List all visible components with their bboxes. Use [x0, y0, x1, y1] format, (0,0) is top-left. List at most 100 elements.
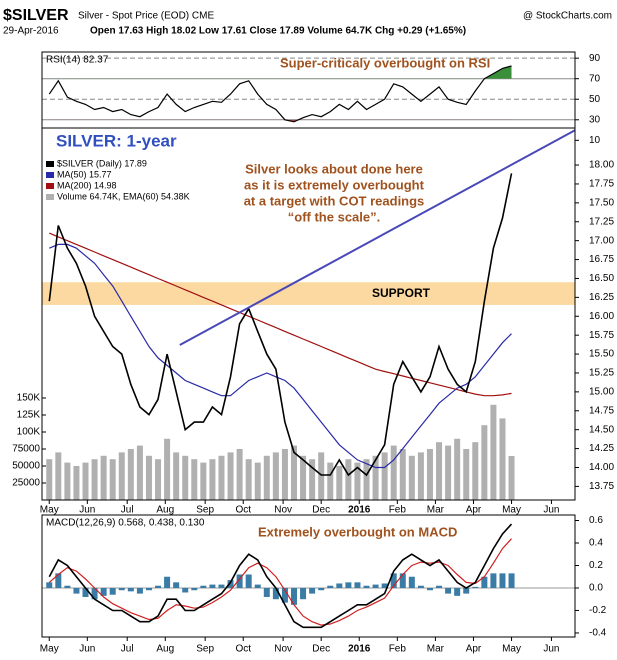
line	[48, 173, 513, 477]
x-tick-label: Feb	[389, 505, 407, 516]
bar	[73, 465, 80, 500]
x-tick-label: Dec	[312, 505, 330, 516]
trendline	[179, 129, 575, 346]
bar	[118, 587, 125, 591]
bar	[164, 576, 171, 588]
legend-swatch	[46, 161, 54, 167]
bar	[127, 448, 134, 500]
legend-swatch	[46, 172, 54, 178]
x-tick-label: May	[40, 644, 59, 655]
bar	[363, 459, 370, 500]
plot-area	[42, 129, 575, 500]
bar	[263, 455, 270, 500]
y-tick-label: 16.50	[589, 273, 614, 284]
bar	[445, 445, 452, 500]
bar	[508, 573, 515, 588]
bar	[354, 582, 361, 588]
panel-frame	[41, 127, 576, 501]
bar	[145, 455, 152, 500]
bar	[155, 585, 162, 588]
quote: Open 17.63 High 18.02 Low 17.61 Close 17…	[90, 26, 466, 37]
x-tick-label: Apr	[466, 644, 482, 655]
support-label: SUPPORT	[372, 286, 431, 300]
x-tick-label: Nov	[274, 505, 292, 516]
bar	[381, 452, 388, 500]
x-tick-label: Oct	[235, 644, 251, 655]
bar	[436, 442, 443, 500]
y-tick-label: 90	[589, 53, 601, 64]
bar	[290, 445, 297, 500]
bar	[327, 585, 334, 588]
y-tick-label: 14.75	[589, 405, 614, 416]
bar	[263, 587, 270, 597]
bar	[445, 587, 452, 594]
line	[49, 243, 512, 469]
bar	[290, 587, 297, 605]
bar	[254, 584, 261, 588]
bar	[281, 587, 288, 603]
bar	[236, 448, 243, 500]
bar	[236, 574, 243, 588]
bar	[399, 573, 406, 588]
x-tick-label: Apr	[466, 505, 482, 516]
bar	[372, 584, 379, 588]
bar	[336, 583, 343, 588]
bar	[426, 587, 433, 591]
y2-tick-label: 25000	[12, 478, 40, 489]
y-tick-label: 17.75	[589, 179, 614, 190]
y-tick-label: 14.25	[589, 443, 614, 454]
y-tick-label: 0.6	[589, 515, 603, 526]
y-tick-label: 10	[589, 135, 601, 146]
bar	[227, 452, 234, 500]
bar	[136, 587, 143, 594]
bar	[408, 576, 415, 588]
bar	[499, 573, 506, 588]
bar	[173, 582, 180, 588]
bar	[345, 459, 352, 500]
bar	[182, 587, 189, 593]
x-tick-label: Jun	[79, 505, 95, 516]
panel-label: MACD(12,26,9) 0.568, 0.438, 0.130	[46, 518, 205, 529]
panel-label: RSI(14) 82.37	[46, 55, 109, 66]
bar	[164, 438, 171, 500]
bar	[82, 462, 89, 500]
y-tick-label: 50	[589, 94, 601, 105]
bar	[300, 587, 307, 600]
x-tick-label: Jun	[79, 644, 95, 655]
bar	[481, 576, 488, 588]
x-tick-label: Jun	[543, 505, 559, 516]
bar	[109, 459, 116, 500]
y-tick-label: -0.4	[589, 628, 607, 639]
bar	[363, 585, 370, 588]
bar	[272, 452, 279, 500]
x-tick-label: May	[502, 505, 521, 516]
y-tick-label: 13.75	[589, 481, 614, 492]
y2-tick-label: 150K	[17, 393, 41, 404]
bar	[309, 587, 316, 594]
bar	[227, 580, 234, 588]
bar	[463, 587, 470, 594]
bar	[155, 459, 162, 500]
bar	[91, 459, 98, 500]
annotation: Super-criticaly overbought on RSI	[280, 55, 490, 70]
bar	[46, 582, 53, 588]
legend-swatch	[46, 194, 54, 200]
legend-entry: $SILVER (Daily) 17.89	[57, 158, 147, 168]
source: @ StockCharts.com	[523, 11, 612, 22]
bar	[218, 455, 225, 500]
line	[48, 523, 513, 629]
bar	[209, 584, 216, 588]
y-tick-label: 0.2	[589, 560, 603, 571]
plot-area	[42, 57, 575, 123]
bar	[399, 448, 406, 500]
bar	[173, 452, 180, 500]
panel-frame	[41, 514, 576, 638]
bar	[481, 425, 488, 500]
annotation: Extremely overbought on MACD	[258, 524, 457, 539]
bar	[100, 455, 107, 500]
bar	[490, 404, 497, 500]
x-tick-label: Jun	[543, 644, 559, 655]
bar	[73, 587, 80, 594]
bar	[281, 448, 288, 500]
